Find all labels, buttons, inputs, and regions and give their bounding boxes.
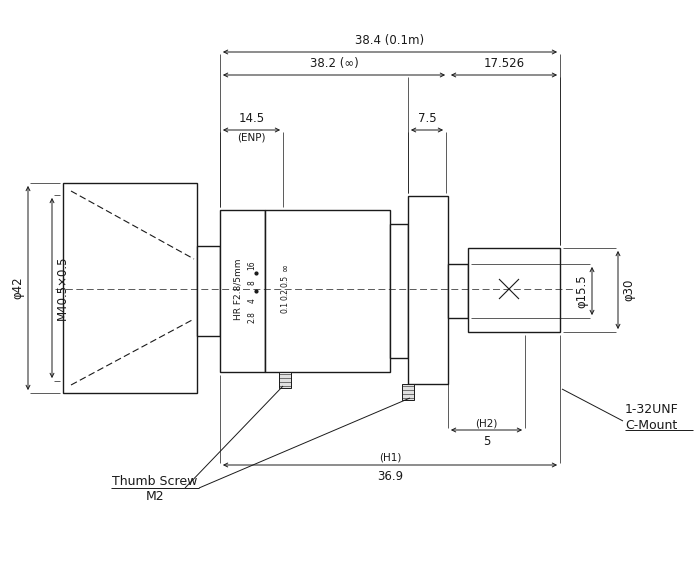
Text: M40.5×0.5: M40.5×0.5 [56, 255, 69, 320]
Text: 14.5: 14.5 [239, 112, 265, 125]
Text: 1-32UNF: 1-32UNF [625, 403, 678, 416]
Text: 16: 16 [248, 260, 256, 270]
Text: (H1): (H1) [379, 453, 401, 463]
Bar [448, 264, 468, 318]
Text: C-Mount: C-Mount [625, 419, 677, 432]
Text: 36.9: 36.9 [377, 470, 403, 483]
Bar [402, 384, 414, 400]
Bar [279, 372, 291, 388]
Text: 17.526: 17.526 [484, 57, 525, 70]
Text: HR F2.8/5mm: HR F2.8/5mm [234, 258, 242, 320]
Text: φ30: φ30 [622, 279, 635, 301]
Text: M2: M2 [146, 490, 164, 503]
Bar [265, 210, 390, 372]
Text: φ15.5: φ15.5 [575, 274, 588, 308]
Bar [63, 183, 197, 393]
Text: (ENP): (ENP) [237, 132, 266, 142]
Text: 38.2 (∞): 38.2 (∞) [310, 57, 358, 70]
Text: 7.5: 7.5 [417, 112, 436, 125]
Text: 0.2: 0.2 [281, 288, 290, 300]
Bar [468, 248, 560, 332]
Text: φ42: φ42 [11, 277, 24, 299]
Bar [390, 224, 408, 358]
Text: 0.5: 0.5 [281, 275, 290, 287]
Text: 38.4 (0.1m): 38.4 (0.1m) [355, 34, 424, 47]
Bar [220, 210, 265, 372]
Text: 5: 5 [483, 435, 490, 448]
Text: ∞: ∞ [280, 263, 290, 271]
Text: 8: 8 [248, 281, 256, 286]
Text: 2.8: 2.8 [248, 311, 256, 323]
Bar [197, 246, 220, 336]
Text: 0.1: 0.1 [281, 301, 290, 313]
Bar [408, 196, 448, 384]
Text: 4: 4 [248, 299, 256, 303]
Text: (H2): (H2) [475, 418, 498, 428]
Text: Thumb Screw: Thumb Screw [112, 475, 198, 488]
